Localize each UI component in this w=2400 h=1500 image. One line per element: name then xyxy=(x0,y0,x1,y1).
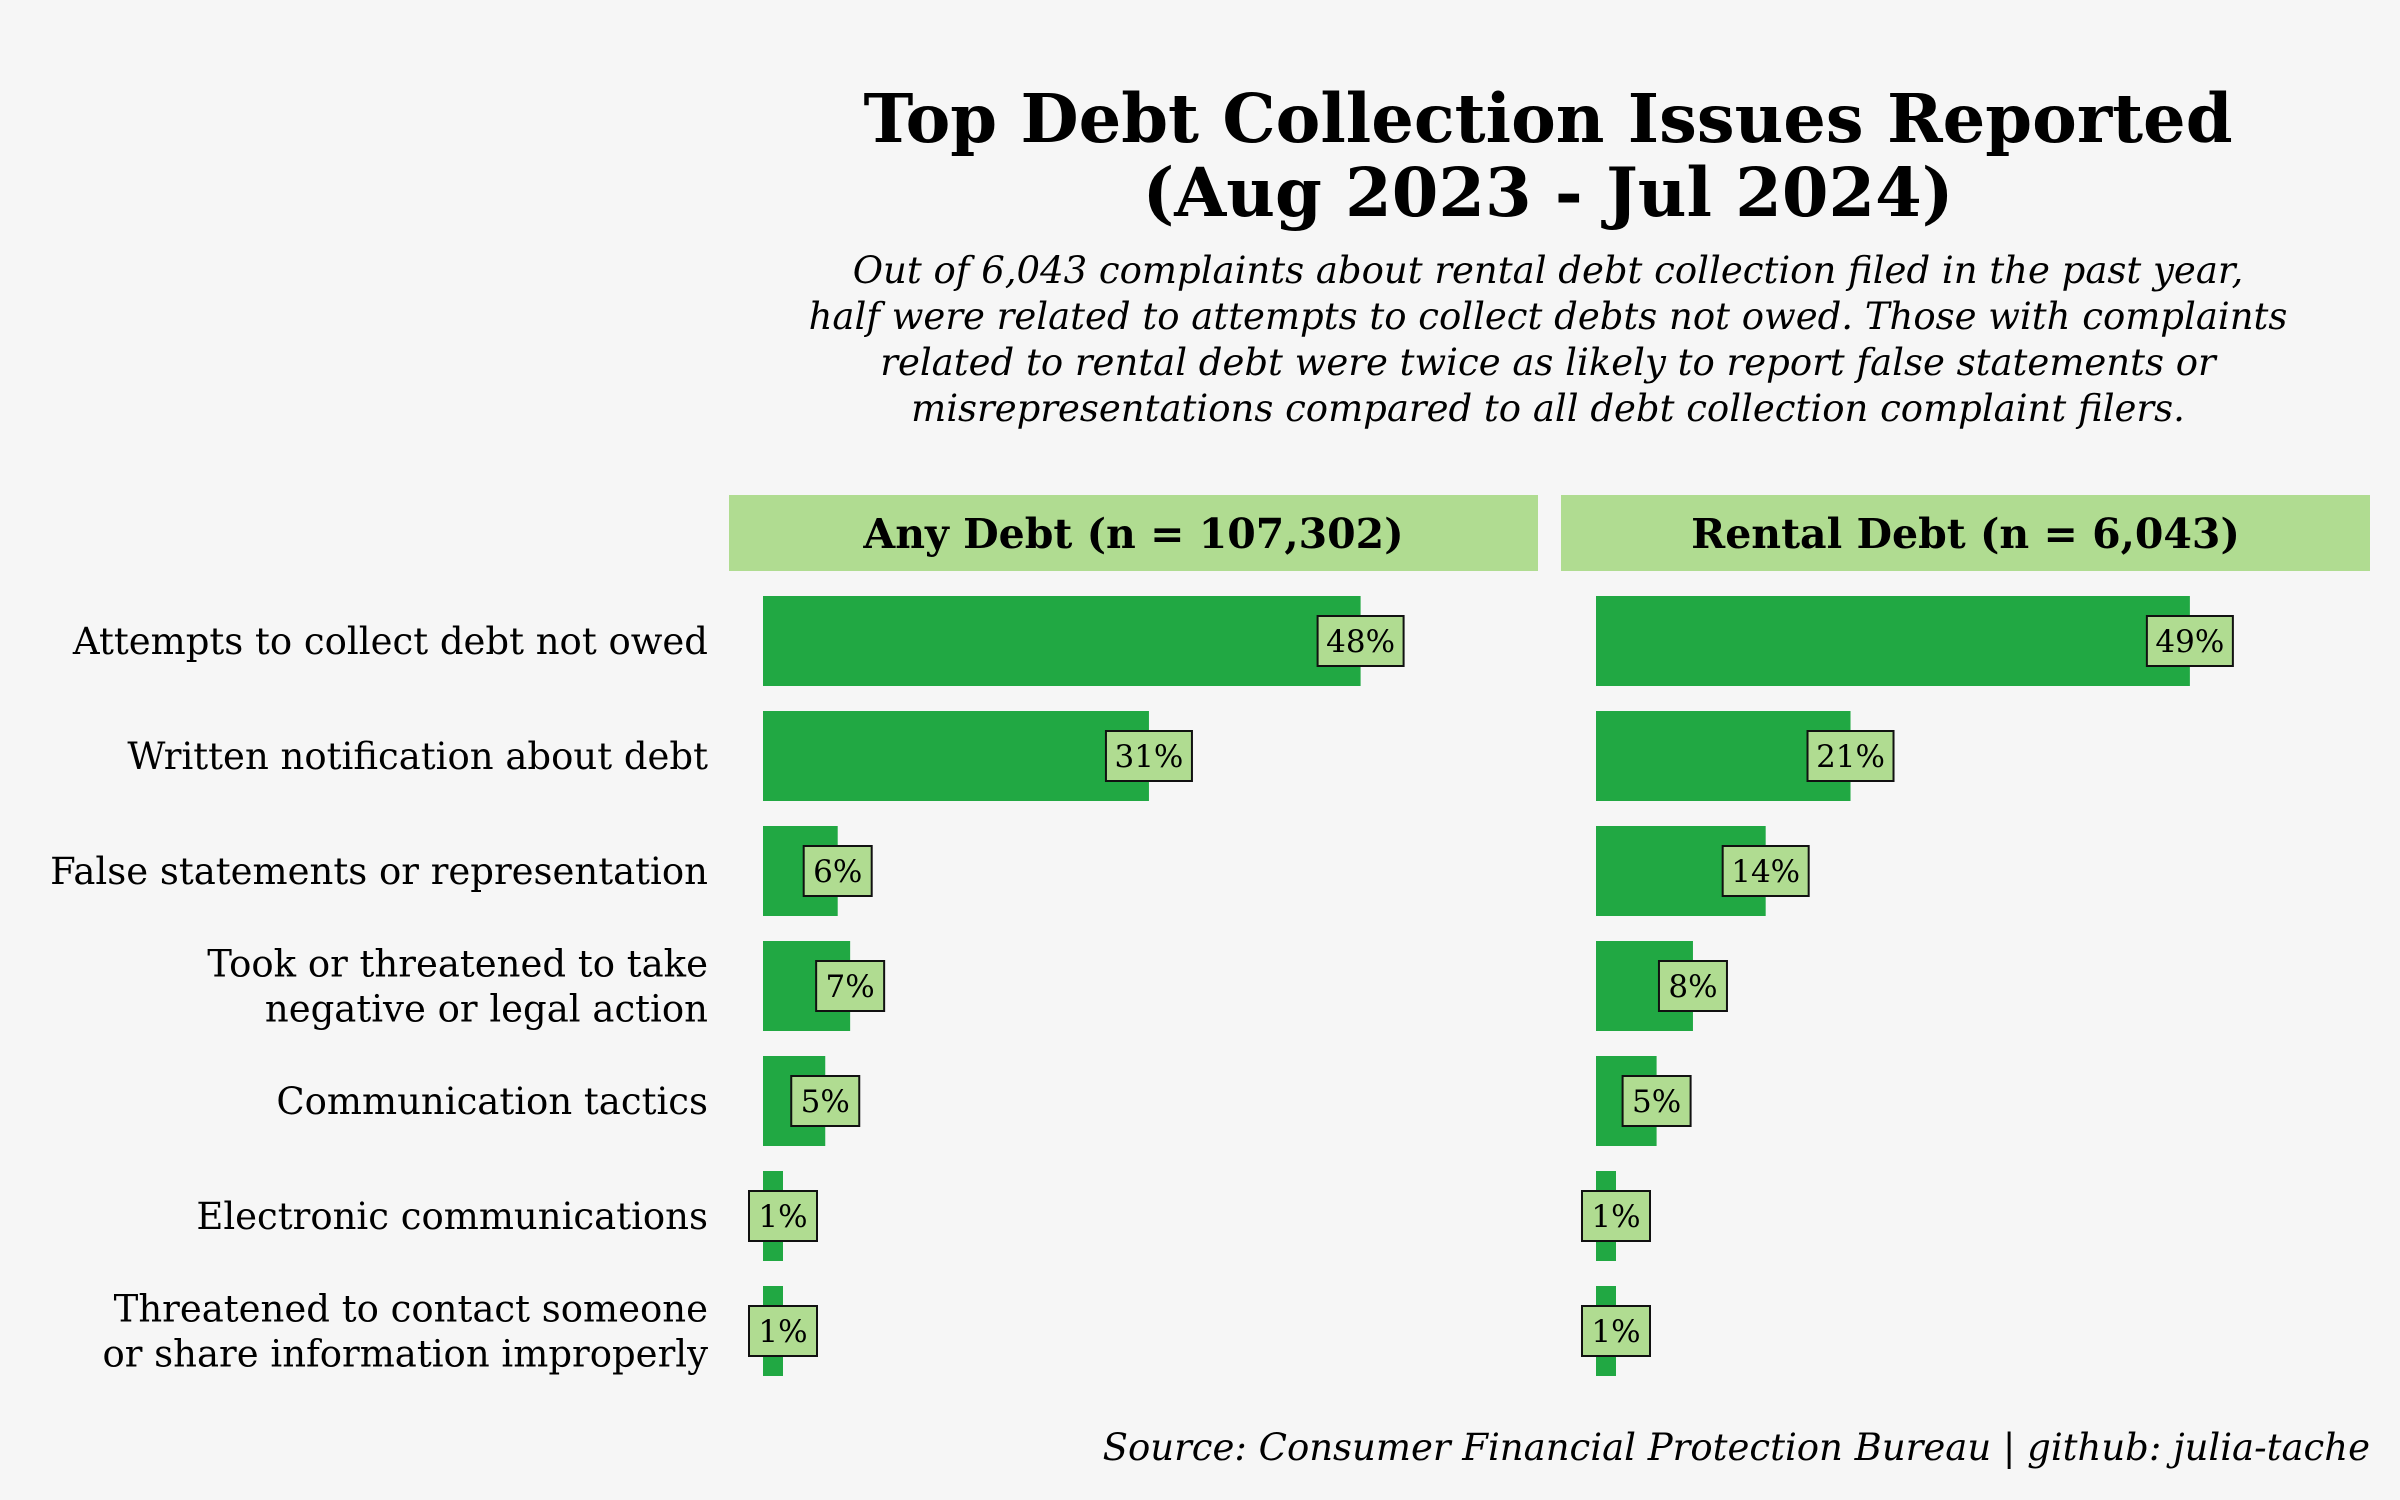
facet-title: Any Debt (n = 107,302) xyxy=(862,510,1403,558)
data-label-box xyxy=(748,1190,818,1242)
data-label-box xyxy=(1721,845,1810,897)
data-label: 8% xyxy=(1668,969,1717,1005)
data-label: 1% xyxy=(1591,1199,1640,1235)
data-label: 1% xyxy=(1591,1314,1640,1350)
chart-facets: Any Debt (n = 107,302)48%31%6%7%5%1%1%Re… xyxy=(729,495,2370,1376)
facet-panel: Rental Debt (n = 6,043) 49% 21% 14% 8% 5% 1% 1% xyxy=(1561,495,2370,1376)
data-label: 5% xyxy=(1632,1084,1681,1120)
category-label: Communication tactics xyxy=(276,1080,708,1123)
data-label: 49% xyxy=(2155,624,2224,660)
category-label: Took or threatened to take xyxy=(207,943,708,986)
data-label-box xyxy=(1621,1075,1692,1127)
chart-subtitle-line: Out of 6,043 complaints about rental deb… xyxy=(853,249,2244,292)
bar xyxy=(763,711,1149,801)
data-label-box xyxy=(1581,1305,1651,1357)
facet-strip xyxy=(729,495,1538,571)
category-label: Written notification about debt xyxy=(127,735,708,778)
data-label-box xyxy=(1104,730,1193,782)
data-label: 7% xyxy=(826,969,875,1005)
category-label: negative or legal action xyxy=(265,988,708,1031)
data-label: 5% xyxy=(801,1084,850,1120)
data-label-box xyxy=(2145,615,2234,667)
data-label: 6% xyxy=(813,854,862,890)
chart-source: Source: Consumer Financial Protection Bu… xyxy=(1103,1426,2370,1469)
data-label-box xyxy=(802,845,873,897)
data-label: 31% xyxy=(1114,739,1183,775)
data-label: 48% xyxy=(1326,624,1395,660)
chart-subtitle-line: related to rental debt were twice as lik… xyxy=(880,341,2218,384)
data-label: 14% xyxy=(1731,854,1800,890)
data-label-box xyxy=(815,960,886,1012)
data-label-box xyxy=(790,1075,861,1127)
chart-subtitle-line: misrepresentations compared to all debt … xyxy=(911,387,2185,430)
facet-title: Rental Debt (n = 6,043) xyxy=(1691,510,2240,558)
data-label: 1% xyxy=(758,1199,807,1235)
bar xyxy=(1596,596,2190,686)
category-label: Attempts to collect debt not owed xyxy=(72,620,708,663)
chart-title-line: Top Debt Collection Issues Reported xyxy=(863,79,2232,158)
data-label-box xyxy=(1581,1190,1651,1242)
category-label: or share information improperly xyxy=(102,1333,708,1376)
data-label-box xyxy=(1657,960,1728,1012)
chart-subtitle-line: half were related to attempts to collect… xyxy=(809,295,2288,338)
facet-strip xyxy=(1561,495,2370,571)
data-label-box xyxy=(1806,730,1895,782)
chart-title-line: (Aug 2023 - Jul 2024) xyxy=(1143,153,1954,232)
facet-panel: Any Debt (n = 107,302) 48% 31% 6% 7% 5% 1% 1% xyxy=(729,495,1538,1376)
bar xyxy=(763,596,1361,686)
data-label-box xyxy=(1316,615,1405,667)
data-label: 21% xyxy=(1816,739,1885,775)
category-labels: Attempts to collect debt not owed Written… xyxy=(50,620,708,1376)
data-label: 1% xyxy=(758,1314,807,1350)
category-label: False statements or representation xyxy=(50,850,708,893)
category-label: Electronic communications xyxy=(196,1195,708,1238)
data-label-box xyxy=(748,1305,818,1357)
category-label: Threatened to contact someone xyxy=(114,1288,708,1331)
chart-titles: Top Debt Collection Issues Reported(Aug … xyxy=(809,79,2288,430)
